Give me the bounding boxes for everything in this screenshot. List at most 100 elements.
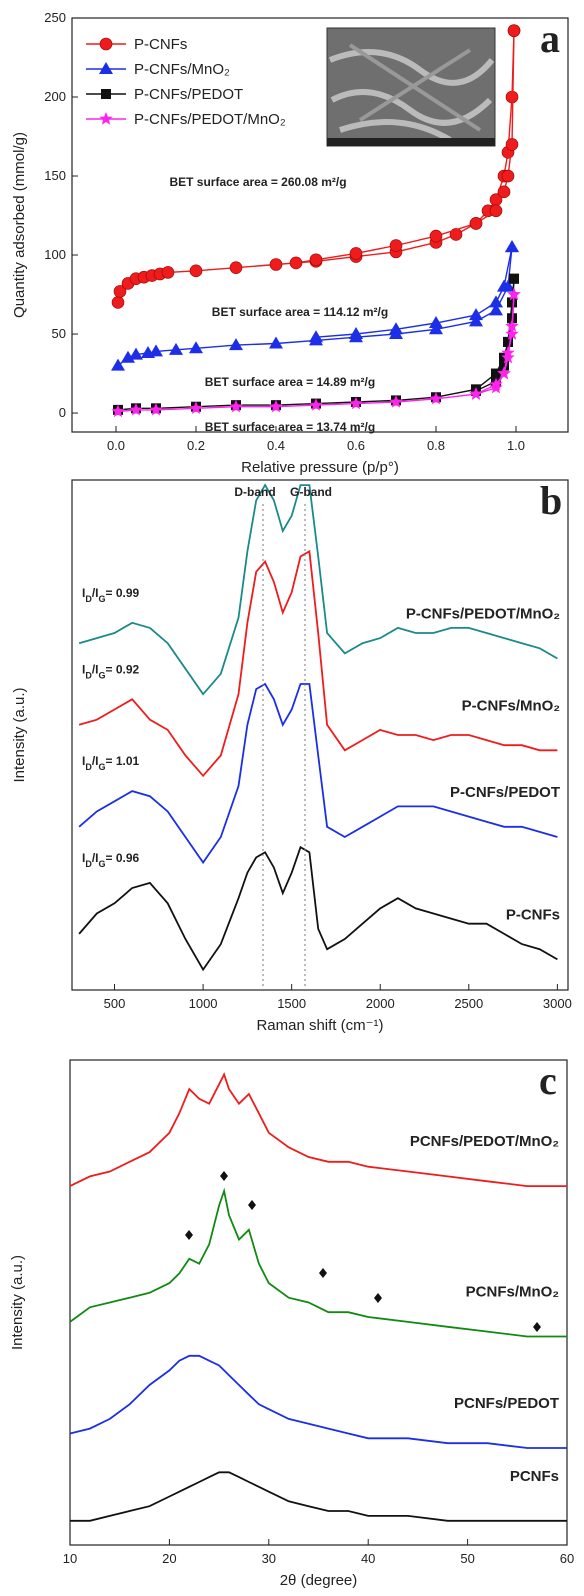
marker — [501, 346, 515, 359]
plot-frame — [71, 479, 569, 991]
marker — [149, 344, 163, 357]
marker — [497, 185, 511, 199]
x-axis-title: 2θ (degree) — [280, 1572, 358, 1589]
peak-marker — [319, 1268, 327, 1278]
ratio-part: D — [85, 762, 92, 772]
series-label: P-CNFs/PEDOT/MnO₂ — [406, 606, 560, 623]
x-tick-label: 20 — [162, 1551, 176, 1566]
x-tick-label: 500 — [104, 996, 126, 1011]
x-axis-title: Raman shift (cm⁻¹) — [256, 1017, 383, 1034]
ratio-part: = 0.99 — [106, 586, 140, 600]
series-label: PCNFs/PEDOT/MnO₂ — [410, 1133, 559, 1150]
marker — [113, 285, 127, 298]
peak-marker — [185, 1230, 193, 1240]
series-label: P-CNFs/MnO₂ — [462, 697, 560, 714]
marker — [505, 240, 519, 253]
x-tick-label: 10 — [63, 1551, 77, 1566]
marker — [269, 336, 283, 349]
x-tick-label: 1000 — [189, 996, 218, 1011]
marker — [497, 279, 511, 292]
panel-label: c — [539, 1058, 557, 1103]
marker — [161, 266, 175, 279]
marker — [505, 138, 519, 151]
marker — [491, 368, 501, 379]
isotherm-line — [475, 294, 515, 395]
ratio-part: /I — [92, 754, 99, 768]
ratio-part: I — [82, 662, 85, 676]
x-tick-label: 0.2 — [187, 438, 205, 453]
y-tick-label: 200 — [44, 89, 66, 104]
x-axis-title: Relative pressure (p/p°) — [241, 459, 399, 476]
spectrum-line — [69, 1072, 567, 1187]
marker — [111, 404, 125, 418]
marker — [497, 366, 511, 380]
marker — [269, 258, 283, 271]
marker — [505, 90, 519, 104]
ratio-part: D — [85, 859, 92, 869]
marker — [129, 347, 143, 360]
ratio-part: G — [99, 594, 106, 604]
y-tick-label: 150 — [44, 168, 66, 183]
ratio-part: = 0.92 — [106, 662, 140, 676]
spectrum-line — [78, 549, 558, 778]
marker — [509, 273, 519, 284]
annotation: BET surface area = 260.08 m²/g — [169, 175, 346, 189]
y-tick-label: 100 — [44, 247, 66, 262]
marker — [429, 322, 443, 335]
marker — [189, 264, 203, 278]
ratio-label: ID/IG= 0.92 — [82, 662, 140, 680]
marker — [229, 338, 243, 351]
plot-frame — [71, 17, 569, 433]
peak-marker — [374, 1293, 382, 1303]
ratio-part: G — [99, 670, 106, 680]
marker — [469, 308, 483, 321]
legend-label: P-CNFs/PEDOT/MnO₂ — [134, 111, 286, 128]
x-tick-label: 0.8 — [427, 438, 445, 453]
x-tick-label: 1500 — [277, 996, 306, 1011]
marker — [111, 358, 125, 371]
ratio-label: ID/IG= 1.01 — [82, 754, 140, 772]
marker — [469, 387, 483, 400]
marker — [469, 314, 483, 327]
x-tick-label: 0.6 — [347, 438, 365, 453]
marker — [501, 350, 515, 364]
peak-marker — [220, 1171, 228, 1181]
y-tick-label: 0 — [59, 405, 66, 420]
annotation: BET surface area = 13.74 m²/g — [205, 420, 375, 434]
band-label: G-band — [290, 485, 332, 499]
marker — [229, 261, 243, 274]
ratio-label: ID/IG= 0.99 — [82, 586, 140, 604]
legend-marker — [99, 112, 113, 125]
y-tick-label: 250 — [44, 10, 66, 25]
x-tick-label: 40 — [361, 1551, 375, 1566]
legend-label: P-CNFs/MnO₂ — [134, 61, 230, 78]
legend-marker — [99, 37, 113, 51]
marker — [489, 204, 503, 218]
x-tick-label: 0.4 — [267, 438, 285, 453]
ratio-part: = 1.01 — [106, 754, 140, 768]
annotation: BET surface area = 114.12 m²/g — [212, 305, 388, 319]
series-label: P-CNFs/PEDOT — [450, 784, 560, 801]
y-tick-label: 50 — [52, 326, 66, 341]
x-tick-label: 50 — [460, 1551, 474, 1566]
ratio-part: = 0.96 — [106, 851, 140, 865]
y-axis-title: Intensity (a.u.) — [9, 1255, 26, 1350]
y-axis-title: Intensity (a.u.) — [11, 687, 28, 782]
marker — [507, 24, 521, 37]
sem-inset — [326, 27, 496, 147]
ratio-part: I — [82, 851, 85, 865]
marker — [189, 341, 203, 354]
series-label: PCNFs — [510, 1468, 559, 1485]
marker — [429, 315, 443, 328]
legend-marker — [101, 89, 111, 99]
annotation: BET surface area = 14.89 m²/g — [205, 375, 375, 389]
marker — [507, 297, 517, 308]
marker — [309, 253, 323, 267]
marker — [309, 330, 323, 343]
marker — [507, 287, 521, 301]
marker — [389, 395, 403, 408]
spectrum-line — [78, 682, 558, 865]
spectrum-line — [69, 1354, 567, 1449]
